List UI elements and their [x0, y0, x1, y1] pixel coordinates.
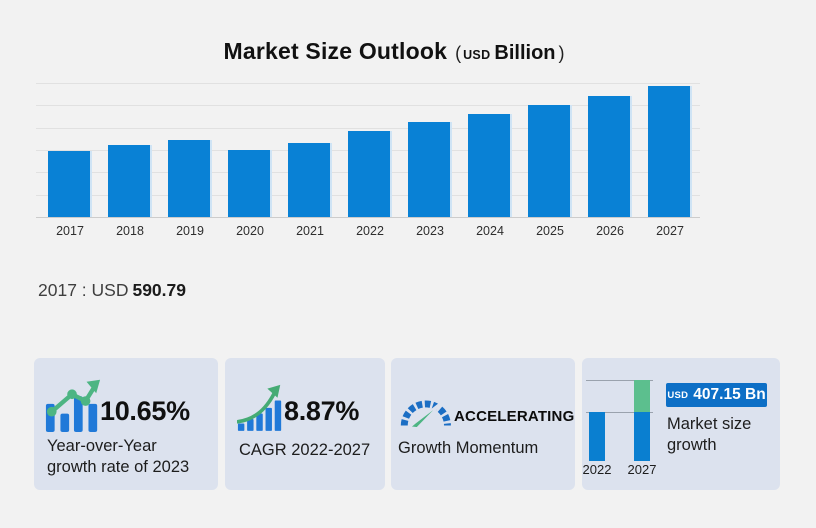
- base-year-value: 590.79: [132, 280, 186, 300]
- chart-title-main: Market Size Outlook: [223, 38, 448, 64]
- x-axis-labels: 2017 2018 2019 2020 2021 2022 2023 2024 2025 2026…: [36, 224, 700, 242]
- bar-2022: [348, 131, 392, 217]
- mini-chart-refline-2022: [586, 412, 653, 413]
- base-year-summary: 2017 : USD 590.79: [38, 280, 186, 301]
- badge-value: 407.15 Bn: [693, 386, 766, 403]
- x-axis-line: [36, 217, 700, 218]
- chart-title: Market Size Outlook (USD Billion): [36, 38, 752, 65]
- mini-bar-2027-growth-segment: [634, 380, 650, 412]
- bar-2017: [48, 151, 92, 217]
- x-axis-label-2024: 2024: [476, 224, 504, 238]
- x-axis-label-2021: 2021: [296, 224, 324, 238]
- mini-year-start: 2022: [582, 462, 612, 477]
- x-axis-label-2025: 2025: [536, 224, 564, 238]
- momentum-caption: Growth Momentum: [398, 439, 539, 457]
- bar-2019: [168, 140, 212, 217]
- cagr-caption: CAGR 2022-2027: [239, 441, 371, 459]
- paren-close: ): [558, 43, 565, 63]
- mini-year-end: 2027: [627, 462, 657, 477]
- card-growth-momentum: ACCELERATING Growth Momentum: [391, 358, 575, 490]
- base-year-label: 2017 : USD: [38, 280, 129, 300]
- bar-2024: [468, 114, 512, 217]
- growth-caption: Market size growth: [667, 415, 752, 455]
- bar-2025: [528, 105, 572, 217]
- currency-label: USD: [463, 48, 491, 62]
- gridline: [36, 83, 700, 84]
- card-yoy-growth: 10.65% Year-over-Year growth rate of 202…: [34, 358, 218, 490]
- mini-chart-refline-2027: [586, 380, 653, 381]
- momentum-value: ACCELERATING: [454, 408, 575, 425]
- gridline: [36, 127, 700, 129]
- growth-arrow-bars-icon: [237, 384, 282, 431]
- mini-bar-2027: [634, 412, 650, 461]
- bar-2021: [288, 143, 332, 217]
- bar-chart-plot-area: [36, 83, 700, 218]
- x-axis-label-2020: 2020: [236, 224, 264, 238]
- mini-bar-2022: [589, 412, 605, 461]
- card-cagr: 8.87% CAGR 2022-2027: [225, 358, 385, 490]
- badge-currency: USD: [667, 389, 689, 401]
- x-axis-label-2017: 2017: [56, 224, 84, 238]
- speedometer-icon: [400, 399, 451, 429]
- x-axis-label-2026: 2026: [596, 224, 624, 238]
- bar-chart-trend-icon: [45, 379, 101, 432]
- card-market-size-growth: 2022 2027 USD 407.15 Bn Market size grow…: [582, 358, 780, 490]
- x-axis-label-2022: 2022: [356, 224, 384, 238]
- unit-label: Billion: [494, 42, 556, 64]
- growth-value-badge: USD 407.15 Bn: [666, 383, 767, 407]
- x-axis-label-2018: 2018: [116, 224, 144, 238]
- bar-2023: [408, 122, 452, 217]
- x-axis-label-2027: 2027: [656, 224, 684, 238]
- bar-2018: [108, 145, 152, 217]
- gridline: [36, 105, 700, 107]
- paren-open: (: [455, 43, 462, 63]
- bar-2026: [588, 96, 632, 217]
- cagr-value: 8.87%: [284, 396, 360, 426]
- yoy-caption: Year-over-Year growth rate of 2023: [47, 437, 190, 477]
- yoy-value: 10.65%: [100, 396, 190, 426]
- bar-2027: [648, 86, 692, 217]
- x-axis-label-2019: 2019: [176, 224, 204, 238]
- bar-2020: [228, 150, 272, 217]
- x-axis-label-2023: 2023: [416, 224, 444, 238]
